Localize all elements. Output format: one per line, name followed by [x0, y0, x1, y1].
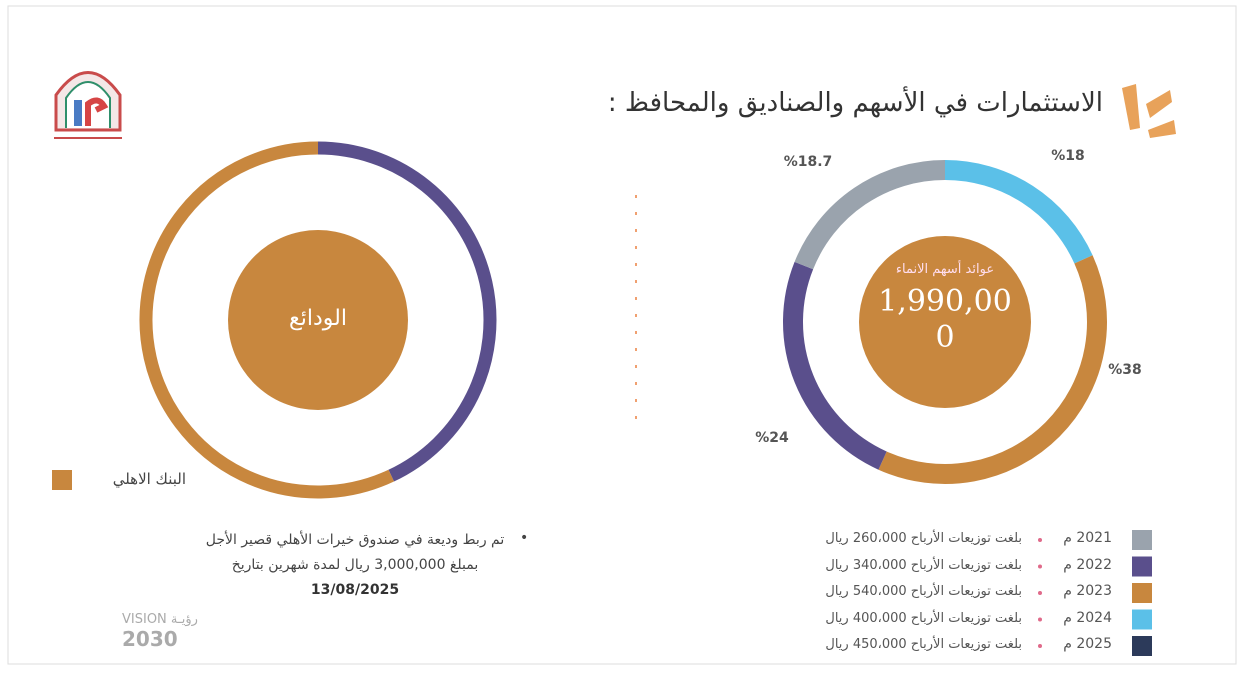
donut-segment	[878, 255, 1107, 484]
vision-arabic: رؤيـة	[170, 612, 198, 627]
vision-logo: VISION رؤيـة 2030	[122, 612, 198, 651]
center-label: عوائد أسهم الانماء	[895, 262, 995, 277]
donut-segment	[783, 261, 887, 470]
center-value: 1,990,000	[878, 284, 1012, 355]
bullet	[1038, 644, 1042, 648]
value-label: %18	[1051, 148, 1085, 164]
deposit-note: تم ربط وديعة في صندوق خيرات الأهلي قصير …	[200, 528, 510, 603]
dividend-year: 2024 م	[1063, 609, 1112, 626]
dividend-year: 2023 م	[1063, 583, 1112, 599]
legend-swatch	[1132, 530, 1152, 550]
legend-swatch	[1132, 636, 1152, 656]
dividend-text: بلغت توزيعات الأرباح 450،000 ريال	[825, 637, 1022, 652]
legend-swatch	[1132, 556, 1152, 577]
donut-segment	[944, 160, 1093, 264]
vision-year: 2030	[122, 627, 178, 651]
bullet: •	[520, 530, 529, 546]
legend-swatch	[1132, 583, 1152, 603]
logo	[54, 71, 122, 139]
vision-latin: VISION	[122, 612, 167, 627]
dividend-text: بلغت توزيعات الأرباح 340،000 ريال	[825, 557, 1022, 573]
bullet	[1038, 591, 1042, 595]
legend-swatch	[52, 470, 72, 490]
donut-segment	[317, 141, 497, 482]
dividend-text: بلغت توزيعات الأرباح 540،000 ريال	[825, 584, 1022, 599]
dividend-year: 2022 م	[1063, 556, 1112, 573]
value-label: %24	[755, 430, 789, 446]
bullet	[1038, 617, 1042, 622]
value-label: %18.7	[783, 154, 833, 170]
title-icon	[1122, 84, 1176, 138]
dividend-year: 2025 م	[1063, 636, 1112, 652]
donut-segment	[139, 141, 394, 499]
title: الاستثمارات في الأسهم والصناديق والمحافظ…	[607, 88, 1103, 118]
legend-label: البنك الاهلي	[112, 470, 186, 488]
bullet	[1038, 564, 1042, 569]
donut-segment	[794, 160, 946, 270]
page-border	[7, 5, 1237, 665]
legend-swatch	[1132, 609, 1152, 630]
deposit-date: 13/08/2025	[310, 582, 400, 598]
dividend-year: 2021 م	[1063, 530, 1112, 546]
donut-center	[228, 230, 408, 410]
bullet	[1038, 538, 1042, 542]
dividend-text: بلغت توزيعات الأرباح 260،000 ريال	[825, 531, 1022, 546]
value-label: %38	[1108, 362, 1142, 378]
donut-center	[859, 236, 1031, 408]
center-label: الودائع	[289, 306, 347, 331]
dividend-text: بلغت توزيعات الأرباح 400،000 ريال	[825, 610, 1022, 626]
deposit-text: تم ربط وديعة في صندوق خيرات الأهلي قصير …	[205, 532, 505, 573]
